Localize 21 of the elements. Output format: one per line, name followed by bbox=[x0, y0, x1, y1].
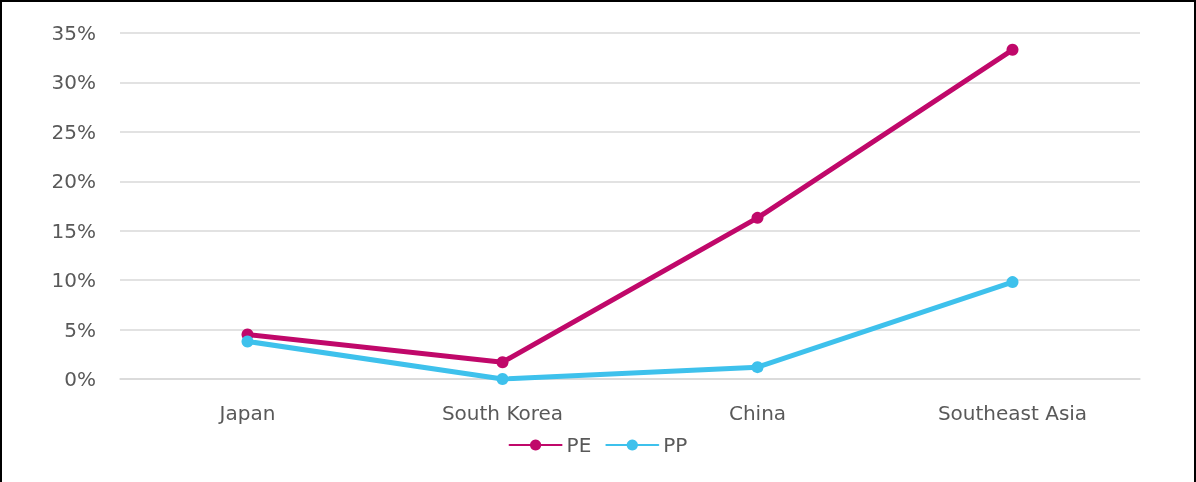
y-tick-label: 5% bbox=[64, 317, 96, 342]
y-tick-label: 20% bbox=[51, 169, 96, 194]
y-tick-label: 15% bbox=[51, 218, 96, 243]
point bbox=[751, 211, 764, 224]
legend-label: PE bbox=[566, 433, 592, 457]
y-tick-label: 0% bbox=[64, 367, 96, 391]
y-tick-label: 30% bbox=[51, 70, 96, 95]
point bbox=[496, 373, 509, 385]
point bbox=[496, 356, 509, 369]
y-tick-label: 35% bbox=[51, 21, 96, 45]
point bbox=[1006, 276, 1019, 289]
x-tick-label: Japan bbox=[217, 401, 276, 425]
x-tick-label: China bbox=[728, 401, 787, 425]
x-tick-label: Southeast Asia bbox=[937, 401, 1088, 425]
y-tick-label: 10% bbox=[51, 268, 96, 293]
point bbox=[1006, 43, 1019, 56]
x-tick-label: South Korea bbox=[441, 401, 564, 425]
point bbox=[751, 361, 764, 374]
y-tick-label: 25% bbox=[51, 119, 96, 144]
point bbox=[241, 335, 254, 348]
legend-label: PP bbox=[663, 433, 688, 457]
